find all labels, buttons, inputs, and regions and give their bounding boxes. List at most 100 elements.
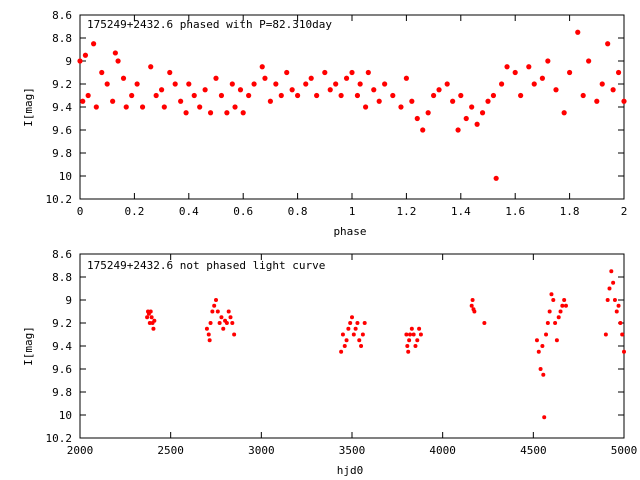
data-point: [551, 298, 556, 302]
x-tick-label: 1.2: [396, 205, 416, 218]
data-point: [526, 64, 532, 70]
data-point: [499, 81, 505, 87]
data-point: [214, 298, 218, 302]
data-point: [339, 349, 344, 354]
data-point: [609, 269, 614, 274]
data-point: [458, 92, 464, 99]
data-point: [206, 332, 211, 337]
data-point: [172, 81, 178, 87]
data-point: [463, 115, 469, 122]
data-point: [208, 321, 213, 325]
data-point: [562, 298, 567, 302]
data-point: [605, 41, 611, 47]
data-point: [556, 315, 561, 320]
x-tick-label: 0.6: [233, 205, 253, 218]
data-point: [230, 321, 235, 325]
data-point: [538, 367, 543, 371]
data-point: [479, 110, 486, 116]
data-point: [594, 98, 600, 104]
data-point: [408, 332, 413, 337]
data-point: [518, 92, 524, 99]
data-point: [224, 110, 230, 116]
data-point: [482, 321, 487, 325]
data-point: [348, 321, 353, 325]
data-point: [545, 321, 550, 325]
data-point: [542, 415, 547, 420]
x-tick-label: 4000: [429, 444, 456, 457]
data-point: [469, 303, 474, 308]
data-point: [197, 104, 203, 110]
data-point: [159, 87, 165, 93]
data-point: [80, 98, 86, 104]
panel-title: 175249+2432.6 not phased light curve: [87, 259, 325, 272]
data-point: [129, 92, 135, 99]
data-point: [558, 309, 563, 314]
data-point: [382, 81, 388, 87]
data-point: [93, 104, 99, 110]
data-point: [575, 29, 581, 35]
x-tick-label: 5000: [611, 444, 638, 457]
data-point: [343, 75, 350, 81]
x-tick-label: 1.8: [560, 205, 580, 218]
data-point: [284, 69, 290, 76]
x-axis-label: phase: [333, 225, 366, 238]
y-tick-label: 10.2: [46, 193, 73, 206]
data-point: [349, 69, 355, 76]
y-tick-label: 8.6: [52, 9, 72, 22]
data-point: [554, 338, 559, 343]
data-point: [212, 303, 217, 308]
data-point: [85, 92, 91, 99]
y-tick-label: 9: [65, 55, 72, 68]
data-point: [123, 104, 129, 110]
data-point: [229, 81, 235, 87]
data-point: [344, 338, 349, 343]
data-point: [110, 98, 116, 104]
data-point: [314, 92, 320, 99]
data-point: [151, 326, 156, 331]
data-point: [221, 326, 226, 331]
data-point: [351, 332, 356, 337]
data-point: [213, 75, 219, 81]
data-point: [553, 87, 559, 93]
data-point: [153, 92, 159, 99]
data-point: [262, 75, 268, 81]
data-point: [148, 64, 154, 70]
data-point: [610, 87, 616, 93]
y-tick-label: 10: [59, 170, 72, 183]
y-tick-label: 9.8: [52, 386, 72, 399]
x-tick-label: 3500: [339, 444, 366, 457]
data-point: [414, 115, 420, 122]
data-points: [77, 29, 627, 181]
data-point: [251, 81, 257, 87]
data-point: [541, 372, 546, 377]
data-point: [544, 332, 549, 337]
data-point: [539, 75, 546, 81]
data-point: [112, 50, 118, 56]
data-point: [357, 338, 362, 343]
data-point: [226, 309, 231, 314]
data-point: [580, 92, 586, 99]
data-point: [425, 110, 431, 116]
data-point: [413, 344, 418, 348]
data-point: [77, 58, 83, 64]
data-point: [240, 110, 246, 116]
data-point: [549, 292, 554, 297]
data-point: [614, 309, 619, 314]
data-point: [207, 338, 212, 343]
y-axis-label: I[mag]: [22, 326, 35, 366]
ticks: 2000 2500 3000 3500 4000 4500 5000 8.6 8.8 9 9.2 9.…: [46, 248, 638, 457]
data-point: [115, 58, 121, 64]
data-point: [183, 110, 189, 116]
y-tick-label: 10.2: [46, 432, 73, 445]
data-point: [407, 338, 412, 343]
data-point: [191, 92, 197, 99]
data-point: [359, 344, 364, 348]
data-point: [371, 87, 377, 93]
data-point: [540, 344, 545, 348]
data-point: [232, 332, 237, 337]
data-point: [431, 92, 437, 99]
y-tick-label: 8.6: [52, 248, 72, 261]
data-point: [398, 104, 404, 110]
panel-title: 175249+2432.6 phased with P=82.310day: [87, 18, 332, 31]
